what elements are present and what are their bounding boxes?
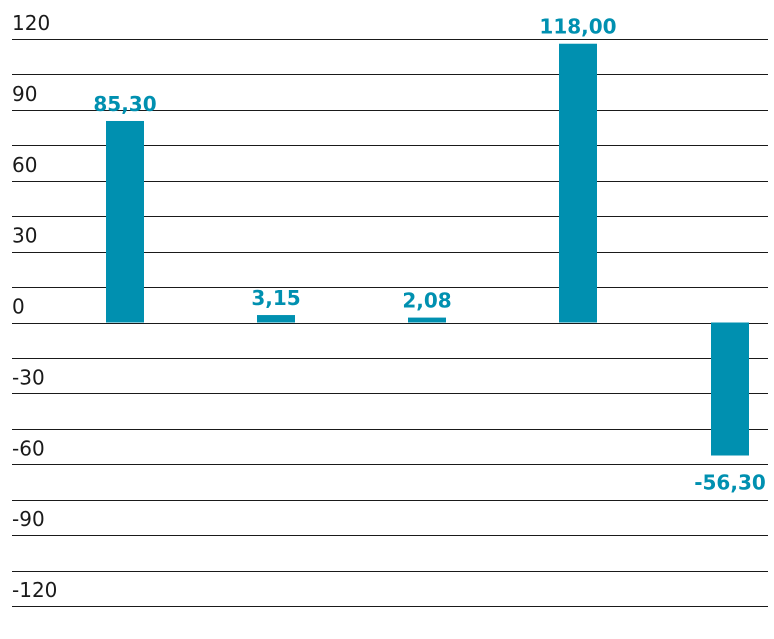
y-tick-label: -60 <box>12 436 45 460</box>
y-tick-label: -90 <box>12 507 45 531</box>
bar <box>711 322 749 456</box>
y-tick-label: 0 <box>12 295 25 319</box>
data-label: -56,30 <box>694 471 766 495</box>
y-tick-label: 60 <box>12 153 37 177</box>
y-tick-label: -30 <box>12 365 45 389</box>
y-tick-label: -120 <box>12 578 57 602</box>
data-labels: 85,30 3,15 2,08 118,00 -56,30 <box>93 15 765 495</box>
y-tick-label: 90 <box>12 82 37 106</box>
y-axis-tick-labels: 120 90 60 30 0 -30 -60 -90 -120 <box>12 11 57 602</box>
data-label: 3,15 <box>251 286 300 310</box>
y-tick-label: 30 <box>12 224 37 248</box>
data-label: 85,30 <box>93 92 156 116</box>
bar <box>106 120 144 323</box>
bar <box>408 317 446 323</box>
bar <box>257 315 295 323</box>
y-tick-label: 120 <box>12 11 50 35</box>
data-label: 118,00 <box>539 15 616 39</box>
bar <box>559 43 597 323</box>
data-label: 2,08 <box>402 289 451 313</box>
bars <box>106 43 749 456</box>
